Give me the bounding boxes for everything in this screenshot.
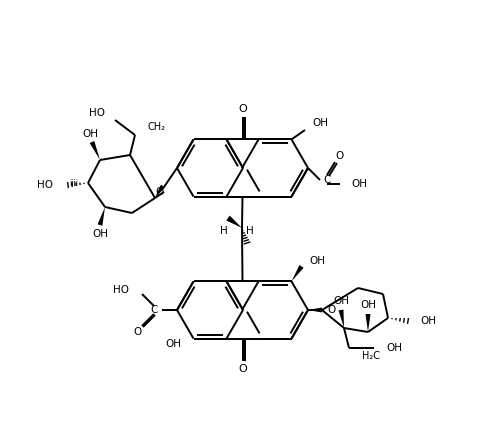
- Text: H₂C: H₂C: [362, 351, 380, 361]
- Text: OH: OH: [386, 343, 402, 353]
- Text: O: O: [134, 327, 142, 337]
- Text: H: H: [220, 226, 228, 236]
- Polygon shape: [90, 141, 100, 160]
- Text: OH: OH: [82, 129, 98, 139]
- Text: HO: HO: [37, 180, 53, 190]
- Text: OH: OH: [351, 179, 367, 189]
- Text: HO: HO: [113, 285, 129, 295]
- Text: O: O: [238, 104, 247, 114]
- Text: iiii: iiii: [69, 178, 78, 187]
- Text: O: O: [336, 151, 344, 161]
- Polygon shape: [308, 308, 322, 312]
- Text: HO: HO: [89, 108, 105, 118]
- Text: O: O: [156, 187, 164, 197]
- Text: O: O: [327, 305, 335, 315]
- Text: OH: OH: [166, 339, 181, 349]
- Polygon shape: [155, 184, 165, 198]
- Text: C: C: [150, 305, 158, 315]
- Text: OH: OH: [92, 229, 108, 239]
- Text: OH: OH: [310, 257, 325, 267]
- Polygon shape: [291, 265, 304, 281]
- Text: O: O: [238, 364, 247, 374]
- Polygon shape: [339, 309, 344, 328]
- Text: OH: OH: [360, 300, 376, 310]
- Text: H: H: [246, 226, 254, 236]
- Polygon shape: [98, 207, 105, 225]
- Text: OH: OH: [333, 296, 349, 306]
- Text: C: C: [323, 175, 331, 185]
- Text: OH: OH: [312, 118, 328, 128]
- Text: OH: OH: [420, 316, 436, 326]
- Polygon shape: [365, 314, 371, 332]
- Text: CH₂: CH₂: [148, 122, 166, 132]
- Polygon shape: [226, 215, 242, 228]
